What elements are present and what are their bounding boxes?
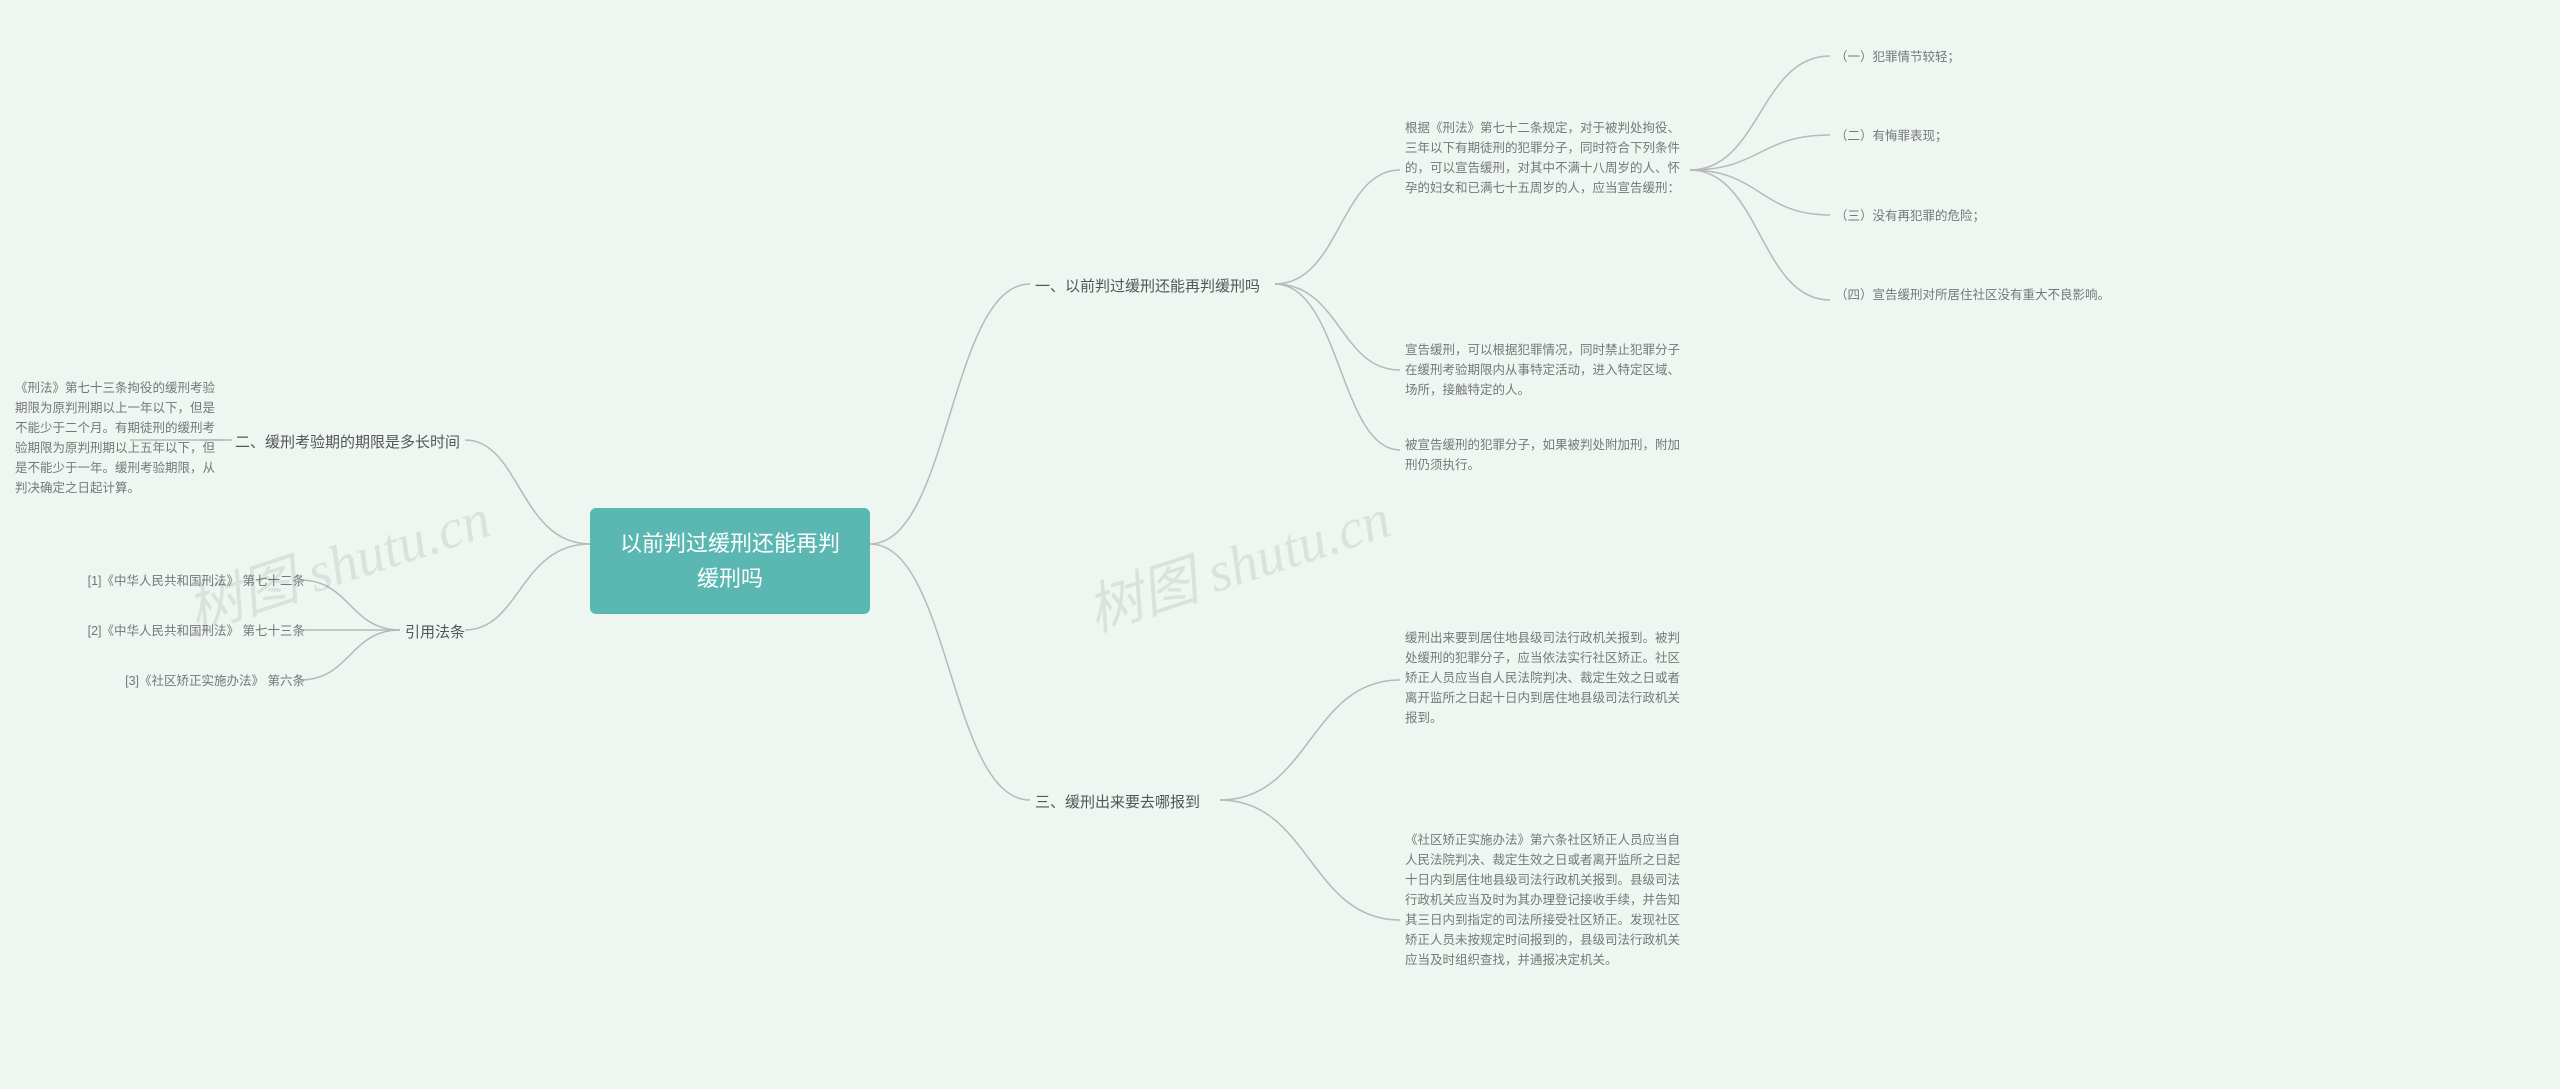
b2-n1[interactable]: 《刑法》第七十三条拘役的缓刑考验期限为原判刑期以上一年以下，但是不能少于二个月。…: [15, 378, 220, 498]
watermark-right: 树图 shutu.cn: [1075, 473, 1399, 647]
b4-c2[interactable]: [2]《中华人民共和国刑法》 第七十三条: [65, 621, 305, 641]
branch-2[interactable]: 二、缓刑考验期的期限是多长时间: [235, 431, 460, 455]
branch-4[interactable]: 引用法条: [405, 621, 465, 645]
root-node[interactable]: 以前判过缓刑还能再判缓刑吗: [590, 508, 870, 614]
branch-3[interactable]: 三、缓刑出来要去哪报到: [1035, 791, 1200, 815]
connector-lines: [0, 0, 2560, 1089]
b3-n1[interactable]: 缓刑出来要到居住地县级司法行政机关报到。被判处缓刑的犯罪分子，应当依法实行社区矫…: [1405, 628, 1685, 728]
b4-c3[interactable]: [3]《社区矫正实施办法》 第六条: [95, 671, 305, 691]
b1-n2[interactable]: 宣告缓刑，可以根据犯罪情况，同时禁止犯罪分子在缓刑考验期限内从事特定活动，进入特…: [1405, 340, 1685, 400]
b1-n1-c3[interactable]: （三）没有再犯罪的危险；: [1835, 206, 2095, 226]
b4-c1[interactable]: [1]《中华人民共和国刑法》 第七十二条: [65, 571, 305, 591]
b1-n1-c4[interactable]: （四）宣告缓刑对所居住社区没有重大不良影响。: [1835, 285, 2125, 305]
b3-n2[interactable]: 《社区矫正实施办法》第六条社区矫正人员应当自人民法院判决、裁定生效之日或者离开监…: [1405, 830, 1690, 970]
b1-n1[interactable]: 根据《刑法》第七十二条规定，对于被判处拘役、三年以下有期徒刑的犯罪分子，同时符合…: [1405, 118, 1685, 198]
root-text: 以前判过缓刑还能再判缓刑吗: [620, 531, 840, 591]
branch-1[interactable]: 一、以前判过缓刑还能再判缓刑吗: [1035, 275, 1260, 299]
b1-n1-c2[interactable]: （二）有悔罪表现；: [1835, 126, 2095, 146]
b1-n3[interactable]: 被宣告缓刑的犯罪分子，如果被判处附加刑，附加刑仍须执行。: [1405, 435, 1685, 475]
connector-lines-left-extra: [0, 0, 2560, 1089]
b1-n1-c1[interactable]: （一）犯罪情节较轻；: [1835, 47, 2095, 67]
